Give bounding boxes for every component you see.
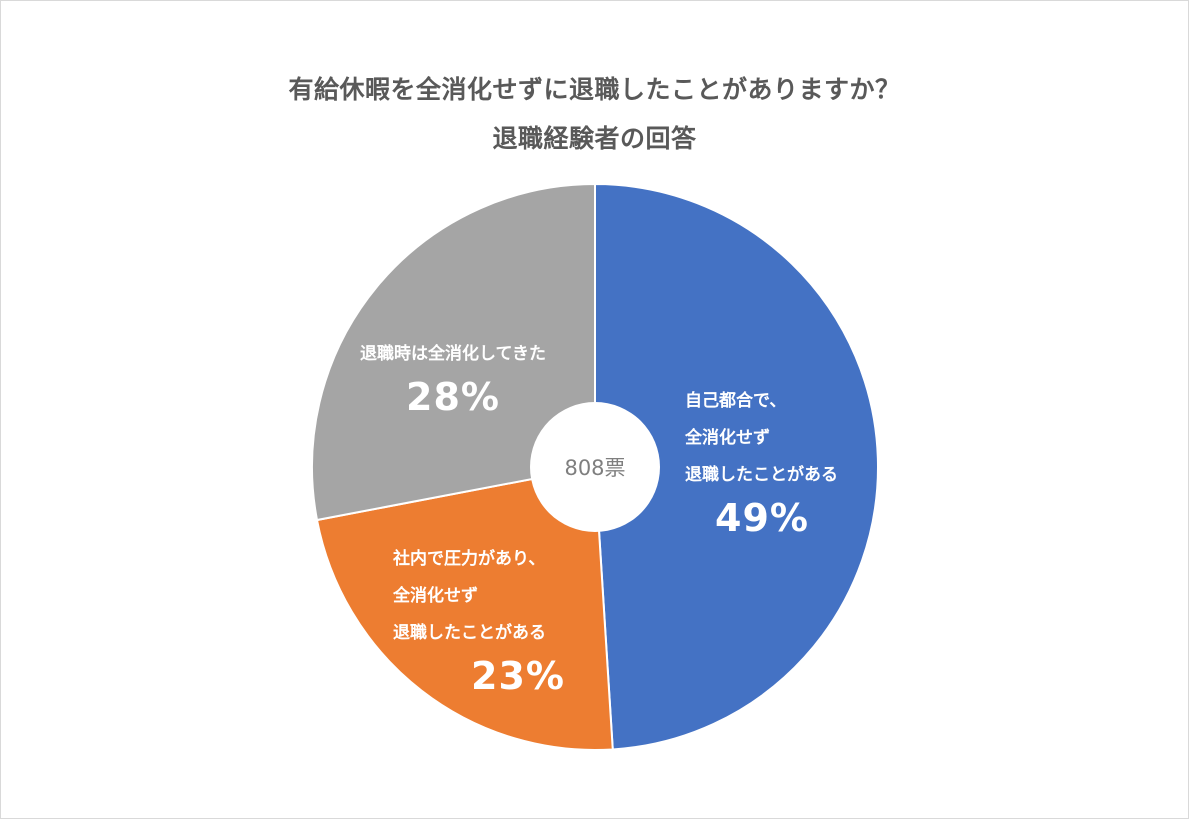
- slice-value-label: 23%: [471, 654, 565, 698]
- center-total-label: 808票: [564, 456, 626, 480]
- slice-category-label: 自己都合で、 全消化せず 退職したことがある: [685, 391, 838, 485]
- chart-title: 有給休暇を全消化せずに退職したことがありますか？: [288, 75, 901, 104]
- slice-category-label: 社内で圧力があり、 全消化せず 退職したことがある: [393, 549, 546, 643]
- slice-value-label: 28%: [406, 375, 500, 419]
- center-hole: [530, 402, 660, 532]
- slice-self-reason: [594, 182, 880, 751]
- slice-label-fully-used: 退職時は全消化してきた 28%: [360, 336, 546, 421]
- slice-category-label: 退職時は全消化してきた: [360, 344, 546, 364]
- chart-subtitle: 退職経験者の回答: [492, 124, 697, 153]
- slice-value-label: 49%: [715, 496, 809, 540]
- slice-pressure: [315, 465, 614, 751]
- slice-label-pressure: 社内で圧力があり、 全消化せず 退職したことがある 23%: [393, 541, 565, 700]
- slice-fully-used: [311, 182, 596, 522]
- slice-label-self-reason: 自己都合で、 全消化せず 退職したことがある 49%: [685, 383, 838, 542]
